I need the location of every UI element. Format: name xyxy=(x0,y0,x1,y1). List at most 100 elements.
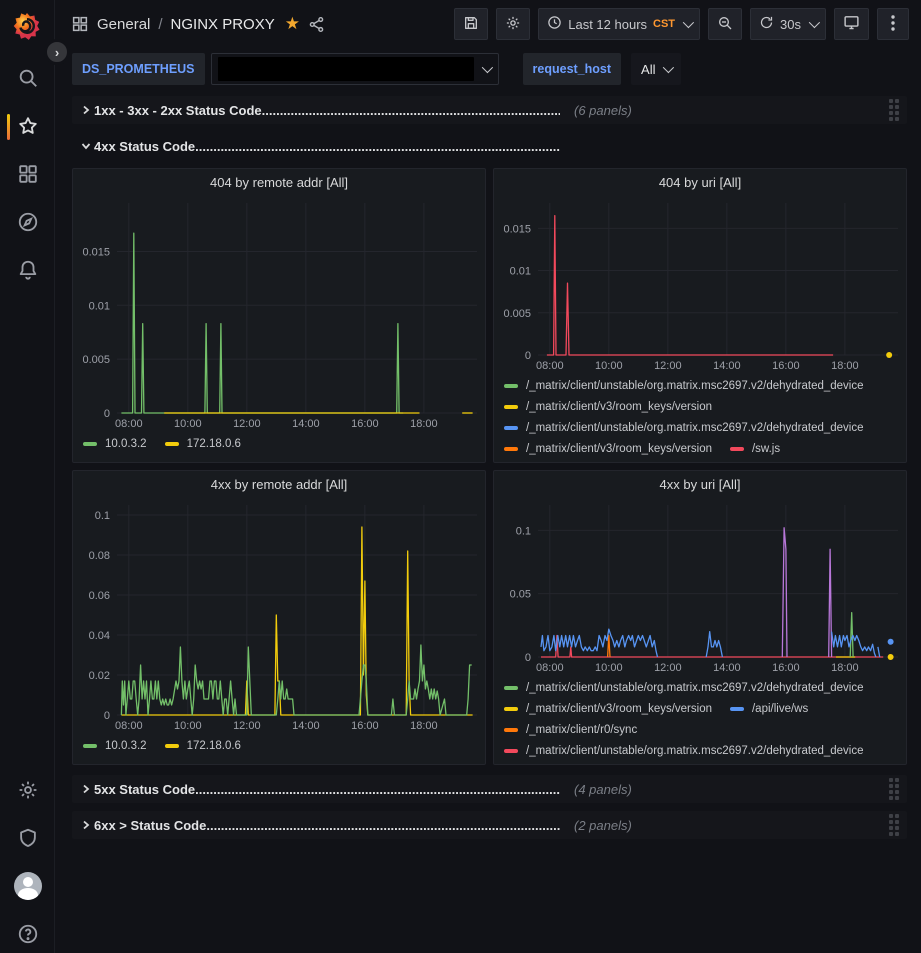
row-title-dots: ........................................… xyxy=(206,817,560,833)
panel-4xx-by-remote-addr: 4xx by remote addr [All] 0 0.02 0.04 0.06 0.… xyxy=(72,470,486,765)
x-axis-tick-label: 18:00 xyxy=(831,662,859,674)
x-axis-tick-label: 14:00 xyxy=(292,418,320,430)
refresh-icon xyxy=(759,15,774,33)
y-axis-tick-label: 0.005 xyxy=(503,308,531,320)
panel-title[interactable]: 404 by remote addr [All] xyxy=(209,174,349,190)
favorite-star-icon[interactable]: ★ xyxy=(284,14,300,33)
legend-item[interactable]: /_matrix/client/unstable/org.matrix.msc2… xyxy=(504,380,864,392)
legend-item[interactable]: /_matrix/client/r0/sync xyxy=(504,724,637,736)
chevron-down-icon xyxy=(663,61,675,74)
datasource-value-redacted xyxy=(217,57,474,81)
legend-series-name: 172.18.0.6 xyxy=(186,739,241,752)
legend-item[interactable]: 172.18.0.6 xyxy=(164,438,241,450)
legend-swatch xyxy=(504,383,518,388)
chart-legend: 10.0.3.2 172.18.0.6 xyxy=(73,431,485,462)
legend-item[interactable]: /_matrix/client/unstable/org.matrix.msc2… xyxy=(504,422,864,434)
legend-item[interactable]: /_matrix/client/v3/room_keys/version xyxy=(504,443,712,455)
sidebar-starred-item[interactable] xyxy=(0,106,55,146)
legend-item[interactable]: 10.0.3.2 xyxy=(83,740,147,752)
legend-swatch xyxy=(504,748,518,753)
time-range-label: Last 12 hours xyxy=(568,16,648,32)
chevron-right-icon xyxy=(78,784,94,794)
sidebar-dashboards-item[interactable] xyxy=(0,154,55,194)
cycle-view-mode-button[interactable] xyxy=(834,8,869,40)
legend-item[interactable]: 172.18.0.6 xyxy=(164,739,241,752)
sidebar-server-admin-item[interactable] xyxy=(0,818,55,858)
row-header-4xx[interactable]: 4xx Status Code ........................… xyxy=(72,132,907,160)
share-icon[interactable] xyxy=(308,16,325,33)
apps-grid-icon[interactable] xyxy=(71,15,89,33)
chart-legend: 10.0.3.2 172.18.0.6 xyxy=(73,733,485,764)
row-header-1xx-3xx-2xx[interactable]: 1xx - 3xx - 2xx Status Code ............… xyxy=(72,96,907,124)
time-series-chart[interactable]: 0 0.05 0.1 08:00 10:00 12:00 14:00 16:00 18:00 xyxy=(494,497,906,675)
legend-swatch xyxy=(729,706,744,711)
row-drag-handle-icon[interactable] xyxy=(885,774,903,804)
refresh-button[interactable]: 30s xyxy=(750,8,826,40)
time-series-chart[interactable]: 0 0.02 0.04 0.06 0.08 0.1 08:00 10:00 12:00 14:00… xyxy=(73,497,485,733)
row-drag-handle-icon[interactable] xyxy=(885,810,903,840)
x-axis-tick-label: 16:00 xyxy=(772,662,800,674)
chart-legend: /_matrix/client/unstable/org.matrix.msc2… xyxy=(494,675,906,764)
sidebar-explore-item[interactable] xyxy=(0,202,55,242)
legend-item[interactable]: /api/live/ws xyxy=(729,703,808,715)
breadcrumb-section[interactable]: General xyxy=(97,15,151,33)
zoom-out-time-button[interactable] xyxy=(708,8,743,40)
dashboard-panels-area: 1xx - 3xx - 2xx Status Code ............… xyxy=(55,90,921,847)
y-axis-tick-label: 0 xyxy=(104,408,110,420)
dashboard-settings-button[interactable] xyxy=(496,8,531,40)
time-range-picker[interactable]: Last 12 hours CST xyxy=(538,8,701,40)
legend-item[interactable]: /sw.js xyxy=(729,443,780,455)
x-axis-tick-label: 10:00 xyxy=(174,720,202,732)
legend-item[interactable]: /_matrix/client/v3/room_keys/version xyxy=(504,703,712,715)
time-series-chart[interactable]: 0 0.005 0.01 0.015 08:00 10:00 12:00 14:00 16:00… xyxy=(494,195,906,373)
x-axis-tick-label: 18:00 xyxy=(831,360,859,372)
legend-swatch xyxy=(83,441,97,446)
legend-item[interactable]: /_matrix/client/unstable/org.matrix.msc2… xyxy=(504,682,864,694)
sidebar-expand-button[interactable]: › xyxy=(44,39,70,65)
x-axis-tick-label: 10:00 xyxy=(595,662,623,674)
x-axis-tick-label: 08:00 xyxy=(536,360,564,372)
sidebar-help-item[interactable] xyxy=(0,914,55,953)
x-axis-tick-label: 08:00 xyxy=(115,720,143,732)
time-series-chart[interactable]: 0 0.005 0.01 0.015 08:00 10:00 12:00 14:00 16:00… xyxy=(73,195,485,431)
dashboard-title[interactable]: NGINX PROXY xyxy=(170,15,275,33)
panel-title[interactable]: 404 by uri [All] xyxy=(658,174,742,190)
legend-item[interactable]: 10.0.3.2 xyxy=(83,438,147,450)
grafana-logo[interactable] xyxy=(13,12,41,40)
request-host-variable-select[interactable]: All xyxy=(631,53,682,85)
datasource-variable-label[interactable]: DS_PROMETHEUS xyxy=(72,53,205,85)
more-options-button[interactable] xyxy=(877,8,909,40)
row-header-6xx[interactable]: 6xx > Status Code ......................… xyxy=(72,811,907,839)
row-title: 6xx > Status Code xyxy=(94,817,207,833)
sidebar-search-button[interactable] xyxy=(0,58,55,98)
sidebar-alerting-item[interactable] xyxy=(0,250,55,290)
dashboard-header: General / NGINX PROXY ★ xyxy=(55,0,921,48)
legend-series-name: /_matrix/client/r0/sync xyxy=(526,723,638,736)
x-axis-tick-label: 16:00 xyxy=(351,720,379,732)
sidebar-profile-item[interactable] xyxy=(0,866,55,906)
help-icon xyxy=(17,923,39,945)
legend-item[interactable]: /_matrix/client/unstable/org.matrix.msc2… xyxy=(504,745,864,757)
legend-swatch xyxy=(164,743,179,748)
panel-title[interactable]: 4xx by uri [All] xyxy=(659,476,741,492)
y-axis-tick-label: 0.04 xyxy=(89,630,110,642)
star-icon xyxy=(17,115,39,137)
gear-icon xyxy=(505,15,521,34)
datasource-variable-select[interactable] xyxy=(210,53,499,85)
panel-title[interactable]: 4xx by remote addr [All] xyxy=(210,476,348,492)
row-drag-handle-icon[interactable] xyxy=(885,95,903,125)
row-title: 4xx Status Code xyxy=(94,138,196,154)
chart-legend: /_matrix/client/unstable/org.matrix.msc2… xyxy=(494,373,906,462)
row-header-5xx[interactable]: 5xx Status Code ........................… xyxy=(72,775,907,803)
x-axis-tick-label: 16:00 xyxy=(351,418,379,430)
x-axis-tick-label: 10:00 xyxy=(595,360,623,372)
series-end-point xyxy=(886,352,893,358)
panel-404-by-uri: 404 by uri [All] 0 0.005 0.01 0.015 08:00 10:… xyxy=(493,168,907,463)
series-line xyxy=(541,634,884,658)
sidebar-configuration-item[interactable] xyxy=(0,770,55,810)
legend-item[interactable]: /_matrix/client/v3/room_keys/version xyxy=(504,401,712,413)
zoom-out-icon xyxy=(717,15,733,34)
save-dashboard-button[interactable] xyxy=(454,8,489,40)
request-host-variable-label[interactable]: request_host xyxy=(522,53,622,85)
legend-swatch xyxy=(83,743,97,748)
